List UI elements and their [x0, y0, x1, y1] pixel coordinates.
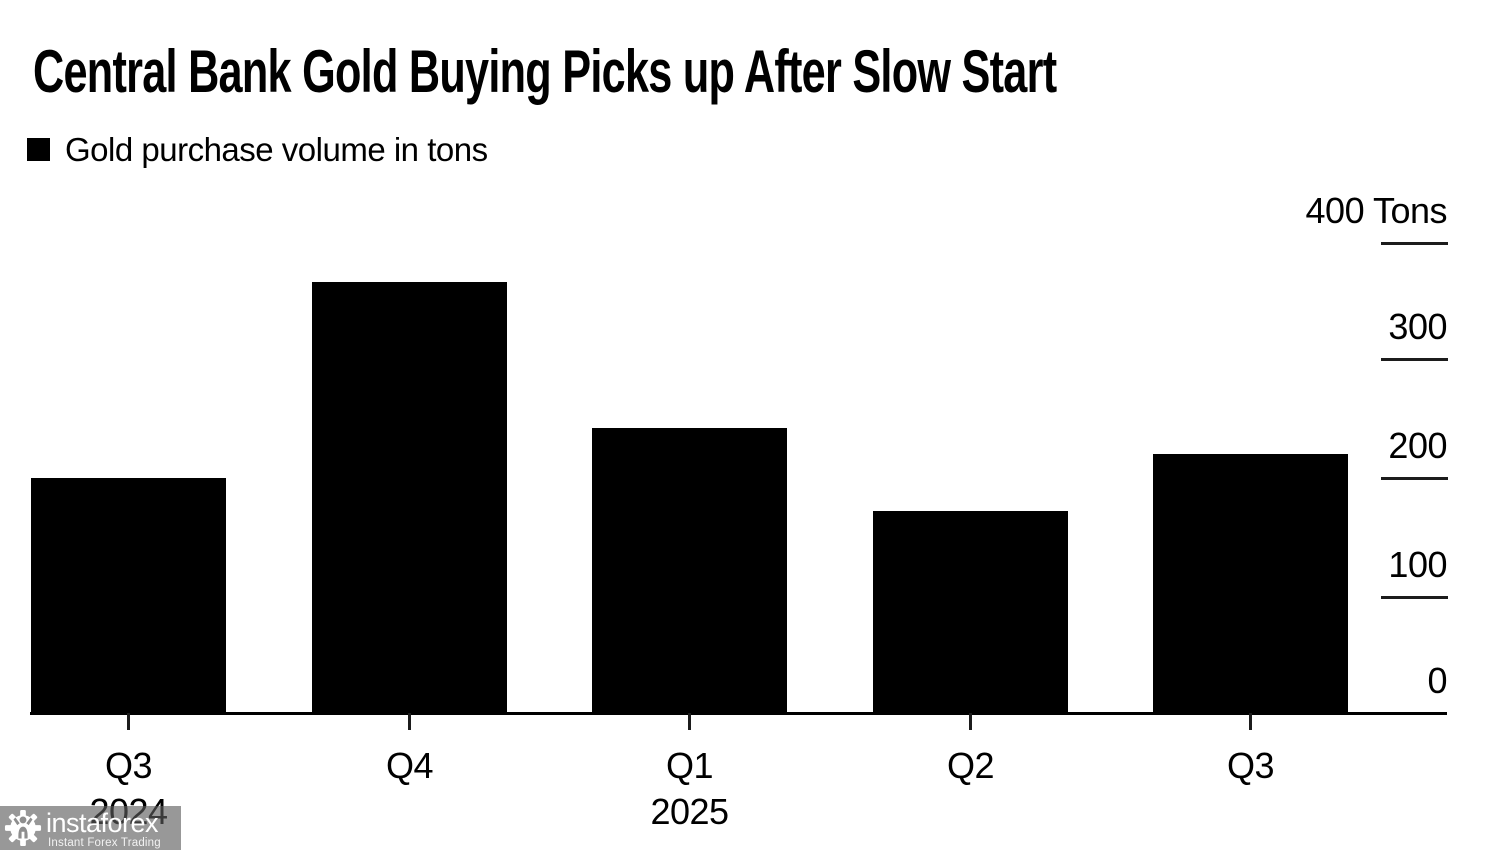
y-tick-label-100: 100 — [1388, 544, 1447, 585]
x-tick-1 — [127, 713, 130, 730]
x-tick-2 — [408, 713, 411, 730]
x-tick-4 — [969, 713, 972, 730]
gear-person-icon — [4, 809, 42, 847]
x-label-quarter-1: Q3 — [104, 745, 153, 786]
y-tick-line-100 — [1381, 596, 1448, 599]
y-tick-label-300: 300 — [1388, 306, 1447, 347]
chart-title: Central Bank Gold Buying Picks up After … — [33, 38, 1057, 105]
x-label-quarter-4: Q2 — [946, 745, 995, 786]
x-label-year-2025: 2025 — [650, 791, 729, 832]
x-label-quarter-5: Q3 — [1226, 745, 1275, 786]
x-tick-5 — [1249, 713, 1252, 730]
x-tick-3 — [688, 713, 691, 730]
bar-q2-2025 — [873, 511, 1068, 712]
bar-q4-2024 — [312, 281, 507, 712]
x-label-quarter-2: Q4 — [385, 745, 434, 786]
x-label-quarter-3: Q1 — [665, 745, 714, 786]
legend: Gold purchase volume in tons — [27, 133, 488, 166]
watermark-brand: instaforex — [46, 808, 159, 838]
y-tick-label-200: 200 — [1388, 425, 1447, 466]
legend-label: Gold purchase volume in tons — [65, 131, 488, 168]
bar-q3-2024 — [31, 478, 226, 712]
watermark: instaforex Instant Forex Trading — [0, 806, 181, 850]
y-tick-line-300 — [1381, 358, 1448, 361]
y-tick-label-400: 400 Tons — [1305, 190, 1448, 231]
legend-swatch-icon — [27, 138, 50, 161]
watermark-tagline: Instant Forex Trading — [48, 837, 161, 849]
y-tick-line-200 — [1381, 477, 1448, 480]
y-tick-label-0: 0 — [1427, 660, 1447, 701]
y-tick-line-400 — [1381, 242, 1448, 245]
x-axis-line — [30, 712, 1447, 715]
bar-q3-2025 — [1153, 453, 1348, 712]
bar-q1-2025 — [592, 427, 787, 712]
